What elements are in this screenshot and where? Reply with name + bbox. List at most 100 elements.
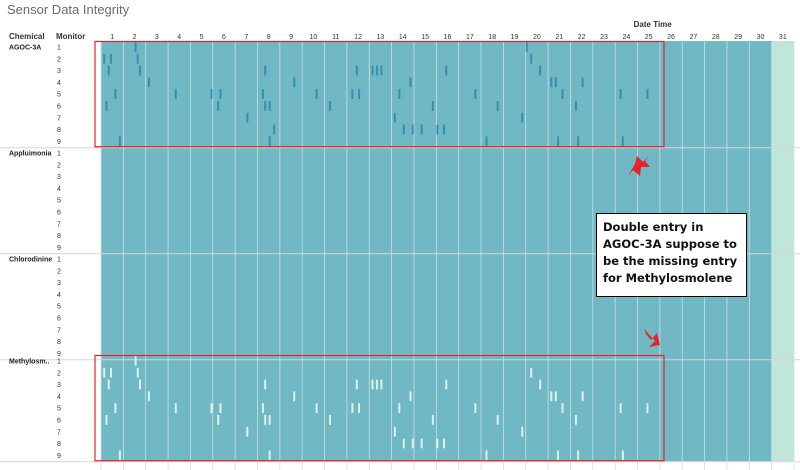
variation-mark bbox=[375, 379, 378, 390]
highlight-box-0 bbox=[94, 40, 665, 148]
monitor-label: 2 bbox=[57, 268, 61, 275]
heat-cell-day-16 bbox=[436, 147, 459, 254]
heat-cell-day-17 bbox=[458, 355, 482, 462]
heat-cell-day-30 bbox=[749, 41, 772, 148]
heat-cell-day-2 bbox=[123, 41, 146, 148]
variation-mark bbox=[329, 101, 332, 111]
heat-cell-day-27 bbox=[682, 355, 705, 462]
chart-title: Sensor Data Integrity bbox=[7, 2, 130, 17]
variation-mark bbox=[393, 112, 396, 123]
day-label-14: 14 bbox=[399, 34, 407, 41]
monitor-label: 9 bbox=[57, 453, 61, 460]
variation-mark bbox=[561, 89, 564, 99]
variation-mark bbox=[358, 403, 361, 413]
day-label-9: 9 bbox=[289, 34, 293, 41]
monitor-label: 2 bbox=[57, 56, 61, 63]
variation-mark bbox=[371, 65, 374, 76]
day-label-4: 4 bbox=[177, 34, 181, 41]
variation-mark bbox=[109, 367, 112, 378]
variation-mark bbox=[107, 65, 110, 76]
variation-mark bbox=[103, 53, 106, 64]
variation-mark bbox=[380, 65, 383, 76]
heat-cell-day-14 bbox=[391, 41, 414, 148]
variation-mark bbox=[431, 101, 434, 111]
variation-mark bbox=[420, 438, 423, 449]
heat-cell-day-16 bbox=[436, 253, 459, 360]
variation-mark bbox=[268, 136, 271, 147]
heat-cell-day-31 bbox=[771, 355, 794, 462]
variation-mark bbox=[485, 136, 488, 147]
monitor-label: 1 bbox=[57, 151, 61, 158]
heat-cell-day-24 bbox=[615, 355, 638, 462]
arrow-lower-icon bbox=[644, 329, 660, 347]
variation-mark bbox=[530, 367, 533, 378]
heat-cell-day-16 bbox=[436, 355, 459, 462]
heat-cell-day-5 bbox=[190, 147, 213, 254]
heat-cell-day-18 bbox=[481, 355, 504, 462]
heat-cell-day-26 bbox=[659, 355, 683, 462]
variation-mark bbox=[474, 403, 477, 413]
variation-mark bbox=[485, 450, 488, 461]
heat-cell-day-18 bbox=[481, 147, 504, 254]
variation-mark bbox=[561, 403, 564, 413]
variation-mark bbox=[114, 89, 117, 99]
monitor-label: 6 bbox=[57, 418, 61, 425]
heat-cell-day-17 bbox=[458, 147, 482, 254]
heat-cell-day-4 bbox=[168, 41, 191, 148]
heat-cell-day-12 bbox=[346, 147, 370, 254]
heat-cell-day-6 bbox=[212, 147, 236, 254]
heat-cell-day-21 bbox=[548, 253, 571, 360]
variation-mark bbox=[315, 89, 318, 99]
heat-cell-day-17 bbox=[458, 41, 482, 148]
variation-mark bbox=[219, 89, 222, 99]
variation-mark bbox=[554, 77, 557, 88]
monitor-label: 3 bbox=[57, 174, 61, 181]
variation-mark bbox=[646, 403, 649, 413]
variation-mark bbox=[355, 379, 358, 390]
heat-cell-day-1 bbox=[101, 253, 124, 360]
day-label-8: 8 bbox=[267, 34, 271, 41]
variation-mark bbox=[315, 403, 318, 413]
heat-cell-day-11 bbox=[324, 41, 347, 148]
variation-mark bbox=[525, 42, 528, 52]
heat-cell-day-24 bbox=[615, 41, 638, 148]
day-label-20: 20 bbox=[533, 34, 541, 41]
day-label-27: 27 bbox=[690, 34, 698, 41]
heat-cell-day-5 bbox=[190, 355, 213, 462]
heat-cell-day-23 bbox=[592, 355, 616, 462]
variation-mark bbox=[293, 77, 296, 88]
variation-mark bbox=[105, 415, 108, 425]
heat-cell-day-21 bbox=[548, 41, 571, 148]
heat-cell-day-12 bbox=[346, 41, 370, 148]
heat-cell-day-9 bbox=[279, 41, 303, 148]
day-label-30: 30 bbox=[757, 34, 765, 41]
heat-cell-day-6 bbox=[212, 253, 236, 360]
monitor-label: 4 bbox=[57, 394, 61, 401]
monitor-label: 2 bbox=[57, 162, 61, 169]
monitor-label: 7 bbox=[57, 327, 61, 334]
heat-cell-day-7 bbox=[235, 355, 258, 462]
variation-mark bbox=[411, 438, 414, 449]
monitor-label: 3 bbox=[57, 382, 61, 389]
monitor-label: 7 bbox=[57, 429, 61, 436]
heat-cell-day-20 bbox=[525, 147, 549, 254]
heat-cell-day-22 bbox=[570, 147, 593, 254]
heat-cell-day-20 bbox=[525, 41, 549, 148]
day-label-12: 12 bbox=[354, 34, 362, 41]
heat-cell-day-28 bbox=[704, 41, 727, 148]
variation-mark bbox=[174, 89, 177, 99]
monitor-label: 1 bbox=[57, 257, 61, 264]
day-label-22: 22 bbox=[578, 34, 586, 41]
heat-cell-day-3 bbox=[145, 253, 169, 360]
variation-mark bbox=[581, 77, 584, 88]
heat-cell-day-14 bbox=[391, 355, 414, 462]
chemical-label-3: Methylosm.. bbox=[9, 359, 50, 366]
heat-cell-day-19 bbox=[503, 253, 526, 360]
heat-cell-day-4 bbox=[168, 147, 191, 254]
heat-cell-day-2 bbox=[123, 147, 146, 254]
heat-cell-day-28 bbox=[704, 355, 727, 462]
heat-cell-day-2 bbox=[123, 355, 146, 462]
variation-mark bbox=[577, 450, 580, 461]
variation-mark bbox=[105, 101, 108, 111]
monitor-label: 4 bbox=[57, 186, 61, 193]
